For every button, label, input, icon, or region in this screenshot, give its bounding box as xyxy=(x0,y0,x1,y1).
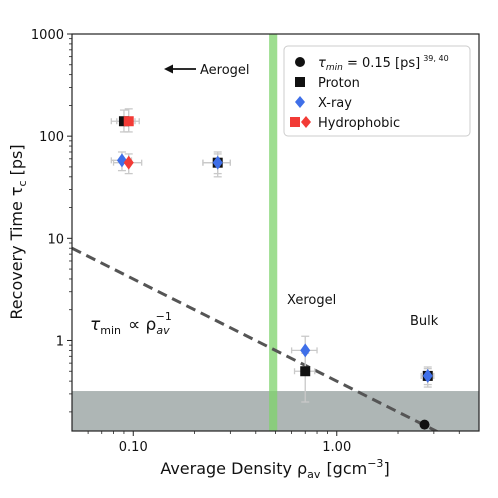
y-tick-label: 10 xyxy=(47,232,64,247)
y-tick-label: 1000 xyxy=(31,28,64,43)
y-tick-label: 1 xyxy=(56,334,64,349)
x-tick-label: 1.00 xyxy=(322,440,351,455)
y-axis: 1 10 100 1000 xyxy=(31,28,72,413)
x-tick-label: 0.10 xyxy=(119,440,148,455)
x-axis-label-unit: [gcm xyxy=(326,459,367,478)
legend-0-sub: min xyxy=(326,63,343,73)
x-axis-label: Average Density ρav [gcm−3] xyxy=(160,457,389,481)
fit-label-tau: τ xyxy=(90,315,101,335)
annotation-aerogel-text: Aerogel xyxy=(200,63,250,78)
annotation-bulk: Bulk xyxy=(410,314,439,329)
xray-point xyxy=(116,153,127,168)
xray-point xyxy=(212,155,223,170)
x-axis-label-unit-sup: −3 xyxy=(367,457,383,470)
vertical-band xyxy=(269,34,278,431)
legend-marker-circle xyxy=(295,57,305,67)
hydrophobic-point xyxy=(123,116,134,127)
xray-point xyxy=(300,343,311,358)
fit-label-rel-sup: −1 xyxy=(156,310,172,323)
y-axis-label-sub: c xyxy=(16,180,29,186)
annotation-aerogel: Aerogel xyxy=(164,63,250,78)
hydrophobic-point xyxy=(123,155,134,170)
legend-box xyxy=(283,45,471,137)
tau-min-point xyxy=(419,419,430,430)
aerogel-arrow-head xyxy=(164,64,173,74)
xray-point xyxy=(422,368,433,383)
plot-area xyxy=(72,34,479,431)
y-tick-label: 100 xyxy=(39,130,64,145)
fit-label-tau-sub: min xyxy=(100,324,121,337)
legend-marker-diamond xyxy=(295,96,305,108)
markers xyxy=(116,116,433,430)
legend-label-2: X-ray xyxy=(318,96,352,111)
legend-label-0: τmin = 0.15 [ps] 39, 40 xyxy=(318,54,449,73)
legend-marker-square xyxy=(295,77,305,87)
y-axis-label-unit: [ps] xyxy=(7,144,26,175)
fit-label-rel-sub: av xyxy=(156,324,170,337)
legend-label-1: Proton xyxy=(318,76,360,91)
fit-line xyxy=(72,246,440,431)
fit-label-rel: ∝ ρ xyxy=(128,315,156,335)
x-axis-label-main: Average Density ρ xyxy=(160,459,307,478)
legend: τmin = 0.15 [ps] 39, 40 Proton X-ray Hydr… xyxy=(283,45,471,137)
x-axis-label-sub: av xyxy=(307,468,321,481)
legend-0-sup: 39, 40 xyxy=(423,54,448,63)
legend-0-tau: τ xyxy=(318,56,326,71)
y-axis-label: Recovery Time τc [ps] xyxy=(7,144,29,319)
y-axis-label-main: Recovery Time τ xyxy=(7,186,26,319)
fit-line-label: τmin ∝ ρav−1 xyxy=(90,310,172,337)
legend-marker-red-diamond xyxy=(301,116,311,128)
x-axis: 0.10 1.00 xyxy=(87,431,460,455)
legend-0-rest: = 0.15 [ps] xyxy=(343,56,420,71)
legend-label-3: Hydrophobic xyxy=(318,116,400,131)
x-axis-label-unit-close: ] xyxy=(383,459,389,478)
annotation-xerogel: Xerogel xyxy=(287,293,336,308)
proton-point xyxy=(300,366,311,377)
legend-marker-red-square xyxy=(290,117,300,127)
